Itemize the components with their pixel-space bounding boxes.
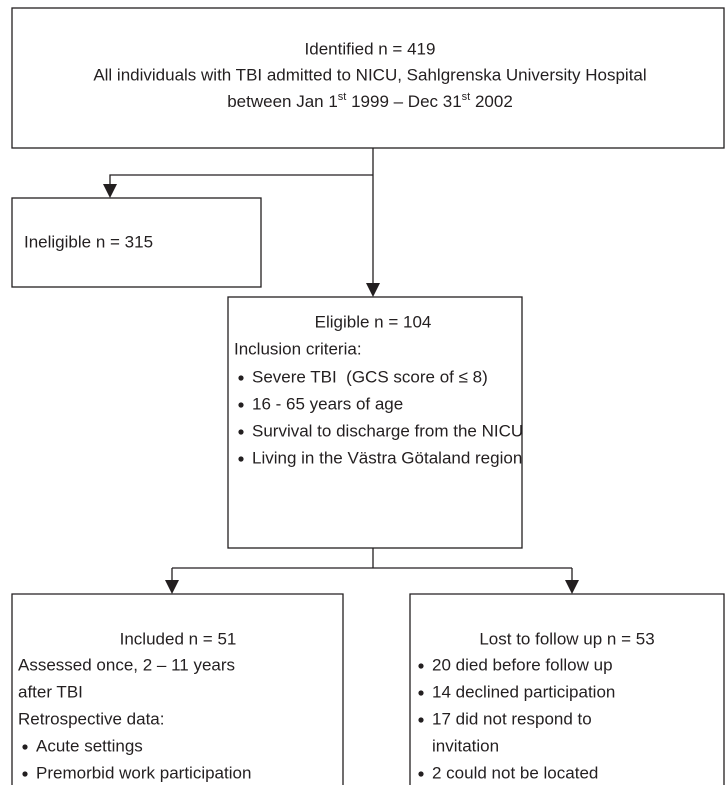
arrow-head: [165, 580, 179, 594]
bullet: [238, 429, 244, 435]
node-text: All individuals with TBI admitted to NIC…: [93, 65, 646, 84]
node-title: Lost to follow up n = 53: [479, 629, 654, 648]
ineligible-box: [11, 197, 262, 288]
node-title: Identified n = 419: [305, 39, 436, 58]
node-title: Eligible n = 104: [315, 312, 432, 331]
arrow-head: [565, 580, 579, 594]
superscript: st: [462, 91, 471, 103]
bullet: [22, 771, 28, 777]
list-item: 14 declined participation: [432, 682, 615, 701]
connector: [109, 148, 374, 287]
arrow-head: [366, 283, 380, 297]
node-text: Inclusion criteria:: [234, 339, 362, 358]
list-item: 17 did not respond to: [432, 709, 592, 728]
bullet: [418, 690, 424, 696]
list-item: 2 could not be located: [432, 763, 598, 782]
node-title: Ineligible n = 315: [24, 232, 153, 251]
included-box: [11, 593, 344, 785]
eligible-box: [227, 296, 523, 549]
list-item: Severe TBI (GCS score of ≤ 8): [252, 367, 488, 386]
connector: [171, 548, 573, 584]
node-text: Assessed once, 2 – 11 years: [18, 655, 235, 674]
bullet: [238, 375, 244, 381]
lost-box: [409, 593, 725, 785]
list-item: Survival to discharge from the NICU: [252, 421, 523, 440]
node-text: Retrospective data:: [18, 709, 164, 728]
bullet: [418, 771, 424, 777]
text-part: 1999 – Dec 31: [346, 92, 461, 111]
list-item: 20 died before follow up: [432, 655, 613, 674]
identified-box: [11, 7, 725, 149]
list-item: Living in the Västra Götaland region: [252, 448, 522, 467]
list-item: invitation: [432, 736, 499, 755]
node-text: after TBI: [18, 682, 83, 701]
text-part: between Jan 1: [227, 92, 338, 111]
list-item: 16 - 65 years of age: [252, 394, 403, 413]
text-part: 2002: [470, 92, 513, 111]
node-title: Included n = 51: [120, 629, 237, 648]
list-item: Acute settings: [36, 736, 143, 755]
bullet: [418, 663, 424, 669]
superscript: st: [338, 91, 347, 103]
bullet: [418, 717, 424, 723]
arrow-head: [103, 184, 117, 198]
bullet: [22, 744, 28, 750]
node-text: between Jan 1st 1999 – Dec 31st 2002: [227, 91, 513, 112]
list-item: Premorbid work participation: [36, 763, 251, 782]
bullet: [238, 402, 244, 408]
bullet: [238, 456, 244, 462]
